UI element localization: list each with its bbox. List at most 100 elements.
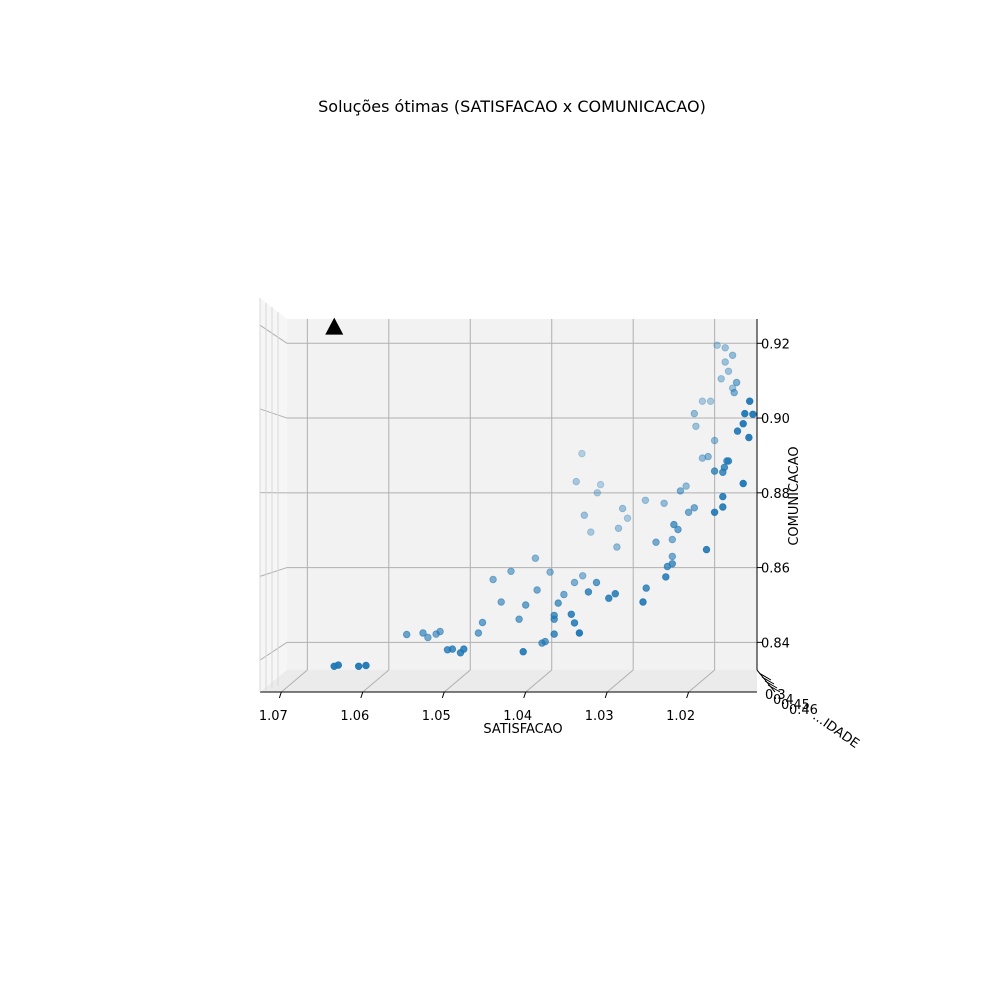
data-point — [724, 367, 733, 375]
data-point — [567, 610, 575, 618]
data-point — [460, 645, 468, 653]
data-point — [436, 627, 444, 636]
y-tick-label: 0.90 — [761, 412, 790, 427]
data-point — [580, 511, 588, 519]
x-tick-label: 1.03 — [585, 709, 614, 724]
back-pane — [287, 319, 757, 670]
y-ticks: 0.84 0.86 0.88 0.90 0.92 — [757, 337, 790, 651]
z-tick-label: 0.3 — [765, 688, 786, 703]
data-point — [706, 397, 715, 405]
data-point — [546, 568, 554, 576]
data-point — [668, 535, 676, 544]
z-tick-mark — [761, 676, 775, 685]
side-pane — [260, 298, 287, 692]
data-point — [515, 615, 523, 623]
3d-axes-panes — [260, 298, 757, 692]
data-point — [419, 629, 427, 637]
data-point — [639, 598, 647, 606]
data-point — [724, 457, 733, 465]
grid-lines — [259, 319, 757, 693]
data-point — [334, 661, 342, 669]
data-point — [721, 358, 729, 366]
data-point — [721, 344, 729, 352]
data-point — [684, 508, 693, 516]
data-point — [713, 341, 721, 349]
x-tick-mark — [523, 691, 527, 699]
data-point — [728, 351, 737, 359]
x-tick-label: 1.07 — [259, 709, 288, 724]
x-ticks: 1.07 1.06 1.05 1.04 1.03 1.02 — [259, 691, 695, 724]
data-point — [717, 375, 725, 383]
data-point — [668, 560, 676, 568]
data-point — [682, 482, 690, 490]
data-point — [642, 584, 650, 592]
axis-frame — [259, 298, 776, 693]
data-point — [362, 661, 370, 670]
data-point — [611, 590, 619, 598]
data-point — [522, 601, 530, 609]
z-tick-mark — [767, 684, 781, 693]
data-point — [660, 499, 668, 507]
data-point — [719, 492, 727, 501]
data-point — [584, 588, 593, 596]
y-tick-label: 0.86 — [761, 562, 790, 577]
data-point — [554, 599, 562, 607]
data-point — [704, 452, 712, 461]
data-point — [618, 504, 627, 513]
data-point — [592, 578, 601, 587]
x-floor-grid-line — [362, 669, 390, 693]
data-point — [605, 594, 613, 602]
x-floor-grid-line — [281, 669, 308, 693]
data-point — [593, 489, 601, 497]
data-point — [745, 433, 753, 442]
x-tick-mark — [686, 691, 690, 699]
data-point — [560, 590, 568, 599]
data-point — [533, 586, 541, 594]
x-floor-grid-line — [443, 669, 471, 693]
z-tick-mark — [758, 672, 772, 681]
data-point — [531, 554, 540, 562]
z-tick-mark — [764, 680, 778, 689]
data-point — [733, 427, 742, 435]
data-point — [652, 538, 660, 546]
data-point — [570, 578, 579, 587]
x-tick-label: 1.05 — [422, 709, 451, 724]
data-point — [614, 524, 623, 532]
data-point — [424, 633, 432, 642]
x-tick-mark — [360, 691, 364, 699]
data-point — [579, 572, 587, 580]
data-point — [578, 449, 586, 458]
data-point — [474, 629, 483, 637]
highlight-marker-layer — [325, 317, 344, 335]
data-point — [730, 388, 738, 397]
data-point — [710, 467, 719, 475]
floor-pane — [260, 670, 757, 692]
data-point — [541, 637, 549, 646]
data-point — [710, 508, 719, 516]
x-tick-mark — [604, 691, 608, 699]
y-side-grid-line — [259, 567, 288, 577]
x-tick-label: 1.06 — [340, 709, 369, 724]
x-axis-label: SATISFACAO — [483, 722, 562, 737]
data-point — [676, 487, 685, 495]
data-point — [403, 630, 411, 639]
data-point — [668, 552, 676, 561]
data-points — [330, 341, 757, 670]
data-point — [690, 409, 698, 418]
data-point — [355, 662, 363, 670]
data-point — [746, 397, 754, 405]
chart-title: Soluções ótimas (SATISFACAO x COMUNICACA… — [318, 97, 706, 116]
y-tick-label: 0.84 — [761, 636, 790, 651]
data-point — [710, 436, 719, 445]
z-tick-label: 0.4 — [773, 693, 794, 708]
z-tick-label: 0.46 — [789, 703, 818, 718]
z-axis-label: ...IDADE — [810, 709, 862, 752]
data-point — [478, 618, 487, 627]
data-point — [497, 598, 505, 606]
x-tick-label: 1.04 — [503, 709, 532, 724]
data-point — [550, 611, 558, 620]
data-point — [698, 397, 707, 405]
data-point — [489, 575, 497, 584]
y-tick-label: 0.88 — [761, 487, 790, 502]
